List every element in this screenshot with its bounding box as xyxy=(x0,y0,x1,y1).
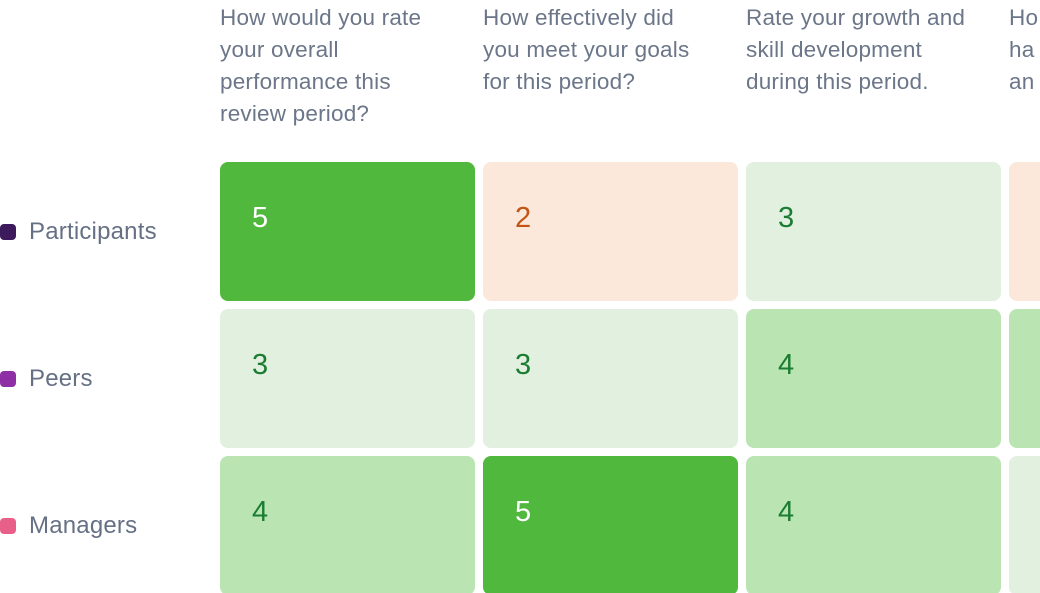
heatmap-cell: 4 xyxy=(746,309,1001,448)
row-label-text: Peers xyxy=(29,364,93,392)
heatmap-cell: 4 xyxy=(746,456,1001,593)
heatmap-cell: 3 xyxy=(483,309,738,448)
heatmap-cell: 5 xyxy=(483,456,738,593)
heatmap-cell xyxy=(1009,309,1040,448)
heatmap-cell-value: 5 xyxy=(515,496,532,528)
legend-swatch-peers xyxy=(0,370,16,387)
heatmap-cell-value: 4 xyxy=(778,496,795,528)
heatmap-cell-value: 3 xyxy=(778,202,795,234)
heatmap-cell-value: 3 xyxy=(252,349,269,381)
legend-swatch-managers xyxy=(0,517,16,534)
heatmap-cell: 2 xyxy=(483,162,738,301)
row-label-text: Participants xyxy=(29,217,157,245)
row-label-text: Managers xyxy=(29,511,138,539)
heatmap-cell-value: 5 xyxy=(252,202,269,234)
heatmap-cell-value: 2 xyxy=(515,202,532,234)
heatmap-cell-value: 3 xyxy=(515,349,532,381)
heatmap-cell: 3 xyxy=(746,162,1001,301)
heatmap-cell: 5 xyxy=(220,162,475,301)
heatmap-cell xyxy=(1009,456,1040,593)
legend-swatch-participants xyxy=(0,223,16,240)
row-label-peers: Peers xyxy=(0,359,93,399)
column-header-3: Rate your growth and skill development d… xyxy=(746,5,966,94)
heatmap-cell xyxy=(1009,162,1040,301)
column-header-1: How would you rate your overall performa… xyxy=(220,5,422,126)
heatmap-cell: 4 xyxy=(220,456,475,593)
heatmap-cell-value: 4 xyxy=(252,496,269,528)
heatmap-cell-value: 4 xyxy=(778,349,795,381)
column-header-2: How effectively did you meet your goals … xyxy=(483,5,690,94)
row-label-managers: Managers xyxy=(0,506,137,546)
row-label-participants: Participants xyxy=(0,212,157,252)
heatmap-cell: 3 xyxy=(220,309,475,448)
column-header-4: Ho ha an xyxy=(1009,5,1039,94)
